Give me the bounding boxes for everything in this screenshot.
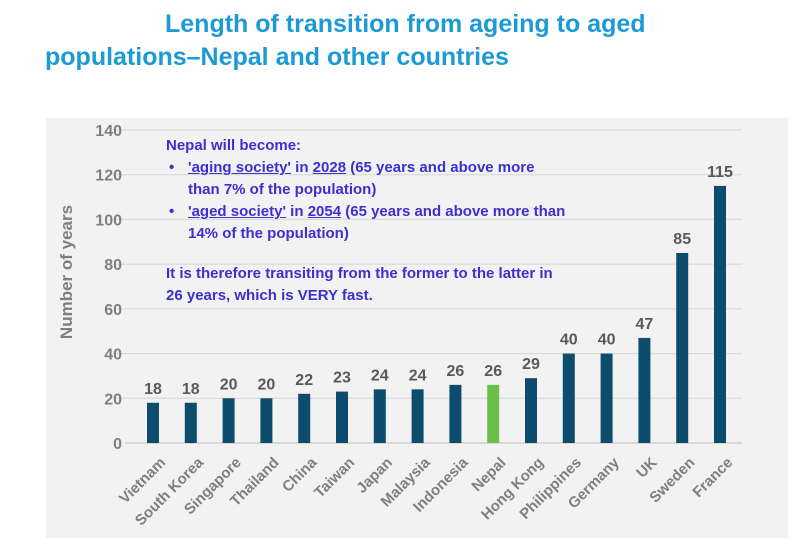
bar-china: [298, 393, 311, 443]
chart-title-line-1: Length of transition from ageing to aged: [165, 10, 646, 38]
bar-france: [714, 185, 726, 443]
bar-malaysia: [411, 389, 424, 443]
y-tick-label: 40: [104, 347, 122, 364]
aging-society-year: 2028: [312, 159, 347, 176]
aging-in: in: [291, 159, 313, 176]
aging-society-term: 'aging society': [188, 159, 291, 176]
data-label: 20: [220, 376, 238, 393]
data-label: 40: [560, 332, 578, 349]
y-tick-label: 100: [95, 212, 122, 229]
bar-singapore: [222, 398, 235, 443]
bar-uk: [638, 337, 651, 443]
annotation-conclusion: It is therefore transiting from the form…: [166, 265, 553, 304]
aged-society-term: 'aged society': [188, 203, 287, 220]
y-tick-label: 0: [113, 436, 122, 453]
data-label: 26: [447, 363, 465, 380]
data-label: 24: [371, 367, 389, 384]
chart-title: Length of transition from ageing to aged…: [0, 8, 800, 74]
y-tick-label: 80: [104, 257, 122, 274]
annotation-bullet-aging: 'aging society' in 2028 (65 years and ab…: [166, 157, 566, 201]
data-label: 85: [673, 231, 691, 248]
x-tick-label: France: [689, 454, 736, 501]
bar-philippines: [562, 353, 575, 443]
y-tick-label: 20: [104, 391, 122, 408]
data-label: 29: [522, 356, 540, 373]
y-tick-label: 140: [95, 123, 122, 140]
y-tick-label: 60: [104, 302, 122, 319]
bar-japan: [373, 389, 386, 443]
data-label: 24: [409, 367, 427, 384]
bar-vietnam: [147, 402, 159, 443]
bar-sweden: [676, 252, 689, 443]
data-label: 20: [258, 376, 276, 393]
annotation-list: 'aging society' in 2028 (65 years and ab…: [166, 157, 566, 245]
bar-germany: [600, 353, 613, 443]
aging-society-detail: (65 years and above more than 7% of the …: [188, 159, 535, 198]
chart-title-line-2: populations–Nepal and other countries: [45, 43, 509, 71]
nepal-annotation: Nepal will become: 'aging society' in 20…: [166, 135, 566, 307]
annotation-bullet-aged: 'aged society' in 2054 (65 years and abo…: [166, 201, 566, 245]
data-label: 22: [295, 372, 313, 389]
data-label: 18: [144, 381, 162, 398]
aged-society-year: 2054: [307, 203, 342, 220]
data-label: 18: [182, 381, 200, 398]
data-label: 115: [707, 164, 733, 181]
data-label: 47: [636, 316, 654, 333]
bar-taiwan: [336, 391, 348, 443]
x-tick-label: UK: [633, 454, 660, 481]
bar-thailand: [260, 398, 273, 443]
aged-in: in: [286, 203, 308, 220]
annotation-heading: Nepal will become:: [166, 137, 302, 154]
x-tick-label: Taiwan: [311, 454, 358, 501]
y-tick-label: 120: [95, 168, 122, 185]
data-label: 23: [333, 370, 351, 387]
bar-indonesia: [449, 384, 462, 443]
aged-society-detail: (65 years and above more than 14% of the…: [188, 203, 566, 242]
bar-hong-kong: [525, 378, 537, 443]
bar-south-korea: [184, 402, 197, 443]
y-axis-label: Number of years: [57, 205, 76, 339]
bar-nepal: [487, 384, 500, 443]
data-label: 40: [598, 332, 616, 349]
data-label: 26: [484, 363, 502, 380]
